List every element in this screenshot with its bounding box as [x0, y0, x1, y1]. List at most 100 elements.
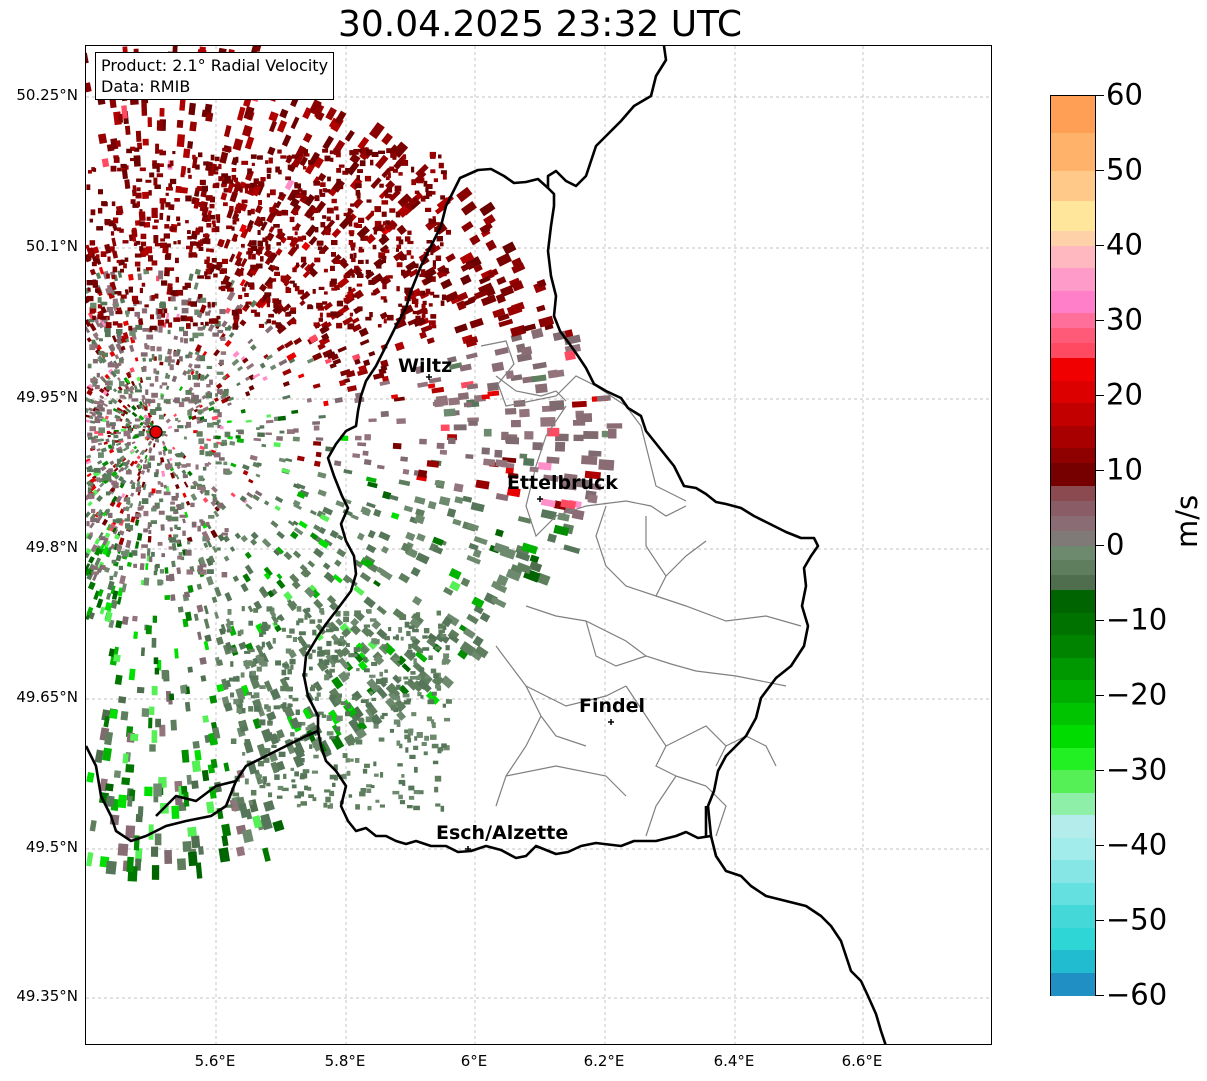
radar-echo-cell — [136, 201, 140, 207]
radar-echo-cell — [89, 240, 96, 246]
radar-echo-cell — [202, 497, 209, 503]
map-plot-area: Wiltz Ettelbruck Findel Esch/Alzette — [85, 45, 992, 1045]
radar-echo-cell — [257, 155, 263, 160]
radar-echo-cell — [238, 721, 245, 727]
radar-echo-cell — [359, 246, 363, 253]
radar-echo-cell — [158, 579, 164, 585]
radar-echo-cell — [121, 426, 127, 429]
radar-echo-cell — [113, 570, 119, 578]
radar-echo-cell — [128, 273, 134, 281]
radar-echo-cell — [244, 293, 249, 297]
radar-echo-cell — [173, 510, 178, 514]
lat-tick-label: 50.1°N — [25, 237, 78, 255]
radar-echo-cell — [421, 742, 427, 746]
radar-echo-cell — [268, 157, 273, 164]
radar-echo-cell — [406, 250, 412, 256]
radar-echo-cell — [380, 772, 384, 778]
radar-echo-cell — [109, 310, 114, 316]
radar-echo-cell — [529, 466, 539, 473]
radar-echo-cell — [316, 692, 321, 697]
radar-echo-cell — [420, 290, 426, 296]
radar-echo-cell — [188, 252, 193, 258]
radar-echo-cell — [187, 666, 193, 673]
lat-tick-label: 49.5°N — [25, 838, 78, 856]
radar-echo-cell — [185, 220, 189, 224]
colorbar-band — [1051, 837, 1095, 861]
radar-echo-cell — [237, 630, 242, 637]
radar-echo-cell — [147, 255, 154, 262]
radar-echo-cell — [441, 655, 452, 665]
radar-echo-cell — [532, 361, 547, 370]
radar-echo-cell — [123, 464, 129, 471]
radar-echo-cell — [306, 607, 311, 612]
radar-echo-cell — [106, 423, 111, 428]
radar-echo-cell — [354, 736, 360, 741]
colorbar-tick-label: 0 — [1106, 527, 1125, 562]
radar-echo-cell — [275, 322, 281, 328]
radar-echo-cell — [494, 347, 509, 356]
radar-echo-cell — [229, 191, 238, 203]
radar-echo-cell — [381, 712, 388, 717]
radar-echo-cell — [86, 184, 91, 190]
radar-echo-cell — [285, 286, 290, 291]
radar-echo-cell — [330, 353, 339, 361]
radar-echo-cell — [248, 253, 252, 260]
radar-echo-cell — [261, 538, 272, 548]
radar-echo-cell — [204, 463, 209, 467]
radar-echo-cell — [373, 508, 382, 518]
radar-echo-cell — [473, 605, 484, 615]
radar-echo-cell — [165, 515, 172, 520]
colorbar-band — [1051, 380, 1095, 404]
radar-echo-cell — [214, 611, 220, 619]
radar-echo-cell — [313, 441, 322, 446]
radar-echo-cell — [274, 271, 280, 276]
radar-echo-cell — [354, 610, 361, 616]
radar-echo-cell — [302, 132, 313, 143]
radar-echo-cell — [422, 684, 429, 690]
radar-echo-cell — [267, 720, 273, 725]
radar-echo-cell — [214, 321, 221, 327]
radar-echo-cell — [234, 218, 240, 222]
radar-echo-cell — [264, 704, 269, 710]
radar-echo-cell — [381, 234, 386, 240]
radar-echo-cell — [326, 628, 333, 633]
radar-echo-cell — [320, 321, 330, 330]
radar-echo-cell — [170, 506, 176, 512]
radar-echo-cell — [192, 374, 199, 380]
radar-echo-cell — [399, 314, 406, 320]
radar-echo-cell — [231, 309, 239, 316]
radar-echo-cell — [232, 138, 244, 151]
radar-echo-cell — [154, 437, 158, 442]
radar-echo-cell — [401, 160, 409, 166]
radar-echo-cell — [495, 459, 508, 468]
radar-echo-cell — [227, 287, 234, 292]
radar-echo-cell — [231, 226, 235, 231]
radar-echo-cell — [313, 460, 321, 467]
radar-echo-cell — [212, 421, 220, 425]
radar-echo-cell — [312, 797, 317, 802]
radar-echo-cell — [248, 385, 255, 391]
radar-echo-cell — [88, 482, 94, 487]
radar-echo-cell — [200, 675, 207, 682]
radar-echo-cell — [324, 674, 330, 681]
radar-echo-cell — [494, 583, 508, 594]
radar-echo-cell — [348, 794, 353, 798]
radar-echo-cell — [312, 629, 317, 636]
radar-echo-cell — [289, 216, 295, 223]
radar-echo-cell — [289, 280, 295, 284]
radar-echo-cell — [87, 432, 93, 437]
radar-echo-cell — [112, 362, 120, 370]
radar-echo-cell — [214, 506, 220, 512]
radar-echo-cell — [391, 394, 399, 399]
radar-echo-cell — [108, 220, 116, 227]
radar-echo-cell — [273, 224, 280, 228]
radar-echo-cell — [335, 153, 341, 158]
radar-echo-cell — [86, 563, 91, 572]
radar-echo-cell — [88, 611, 95, 620]
radar-echo-cell — [251, 162, 255, 166]
radar-echo-cell — [107, 444, 113, 449]
radar-echo-cell — [215, 435, 221, 440]
radar-echo-cell — [185, 195, 192, 202]
radar-echo-cell — [483, 214, 496, 226]
radar-echo-cell — [290, 116, 300, 130]
